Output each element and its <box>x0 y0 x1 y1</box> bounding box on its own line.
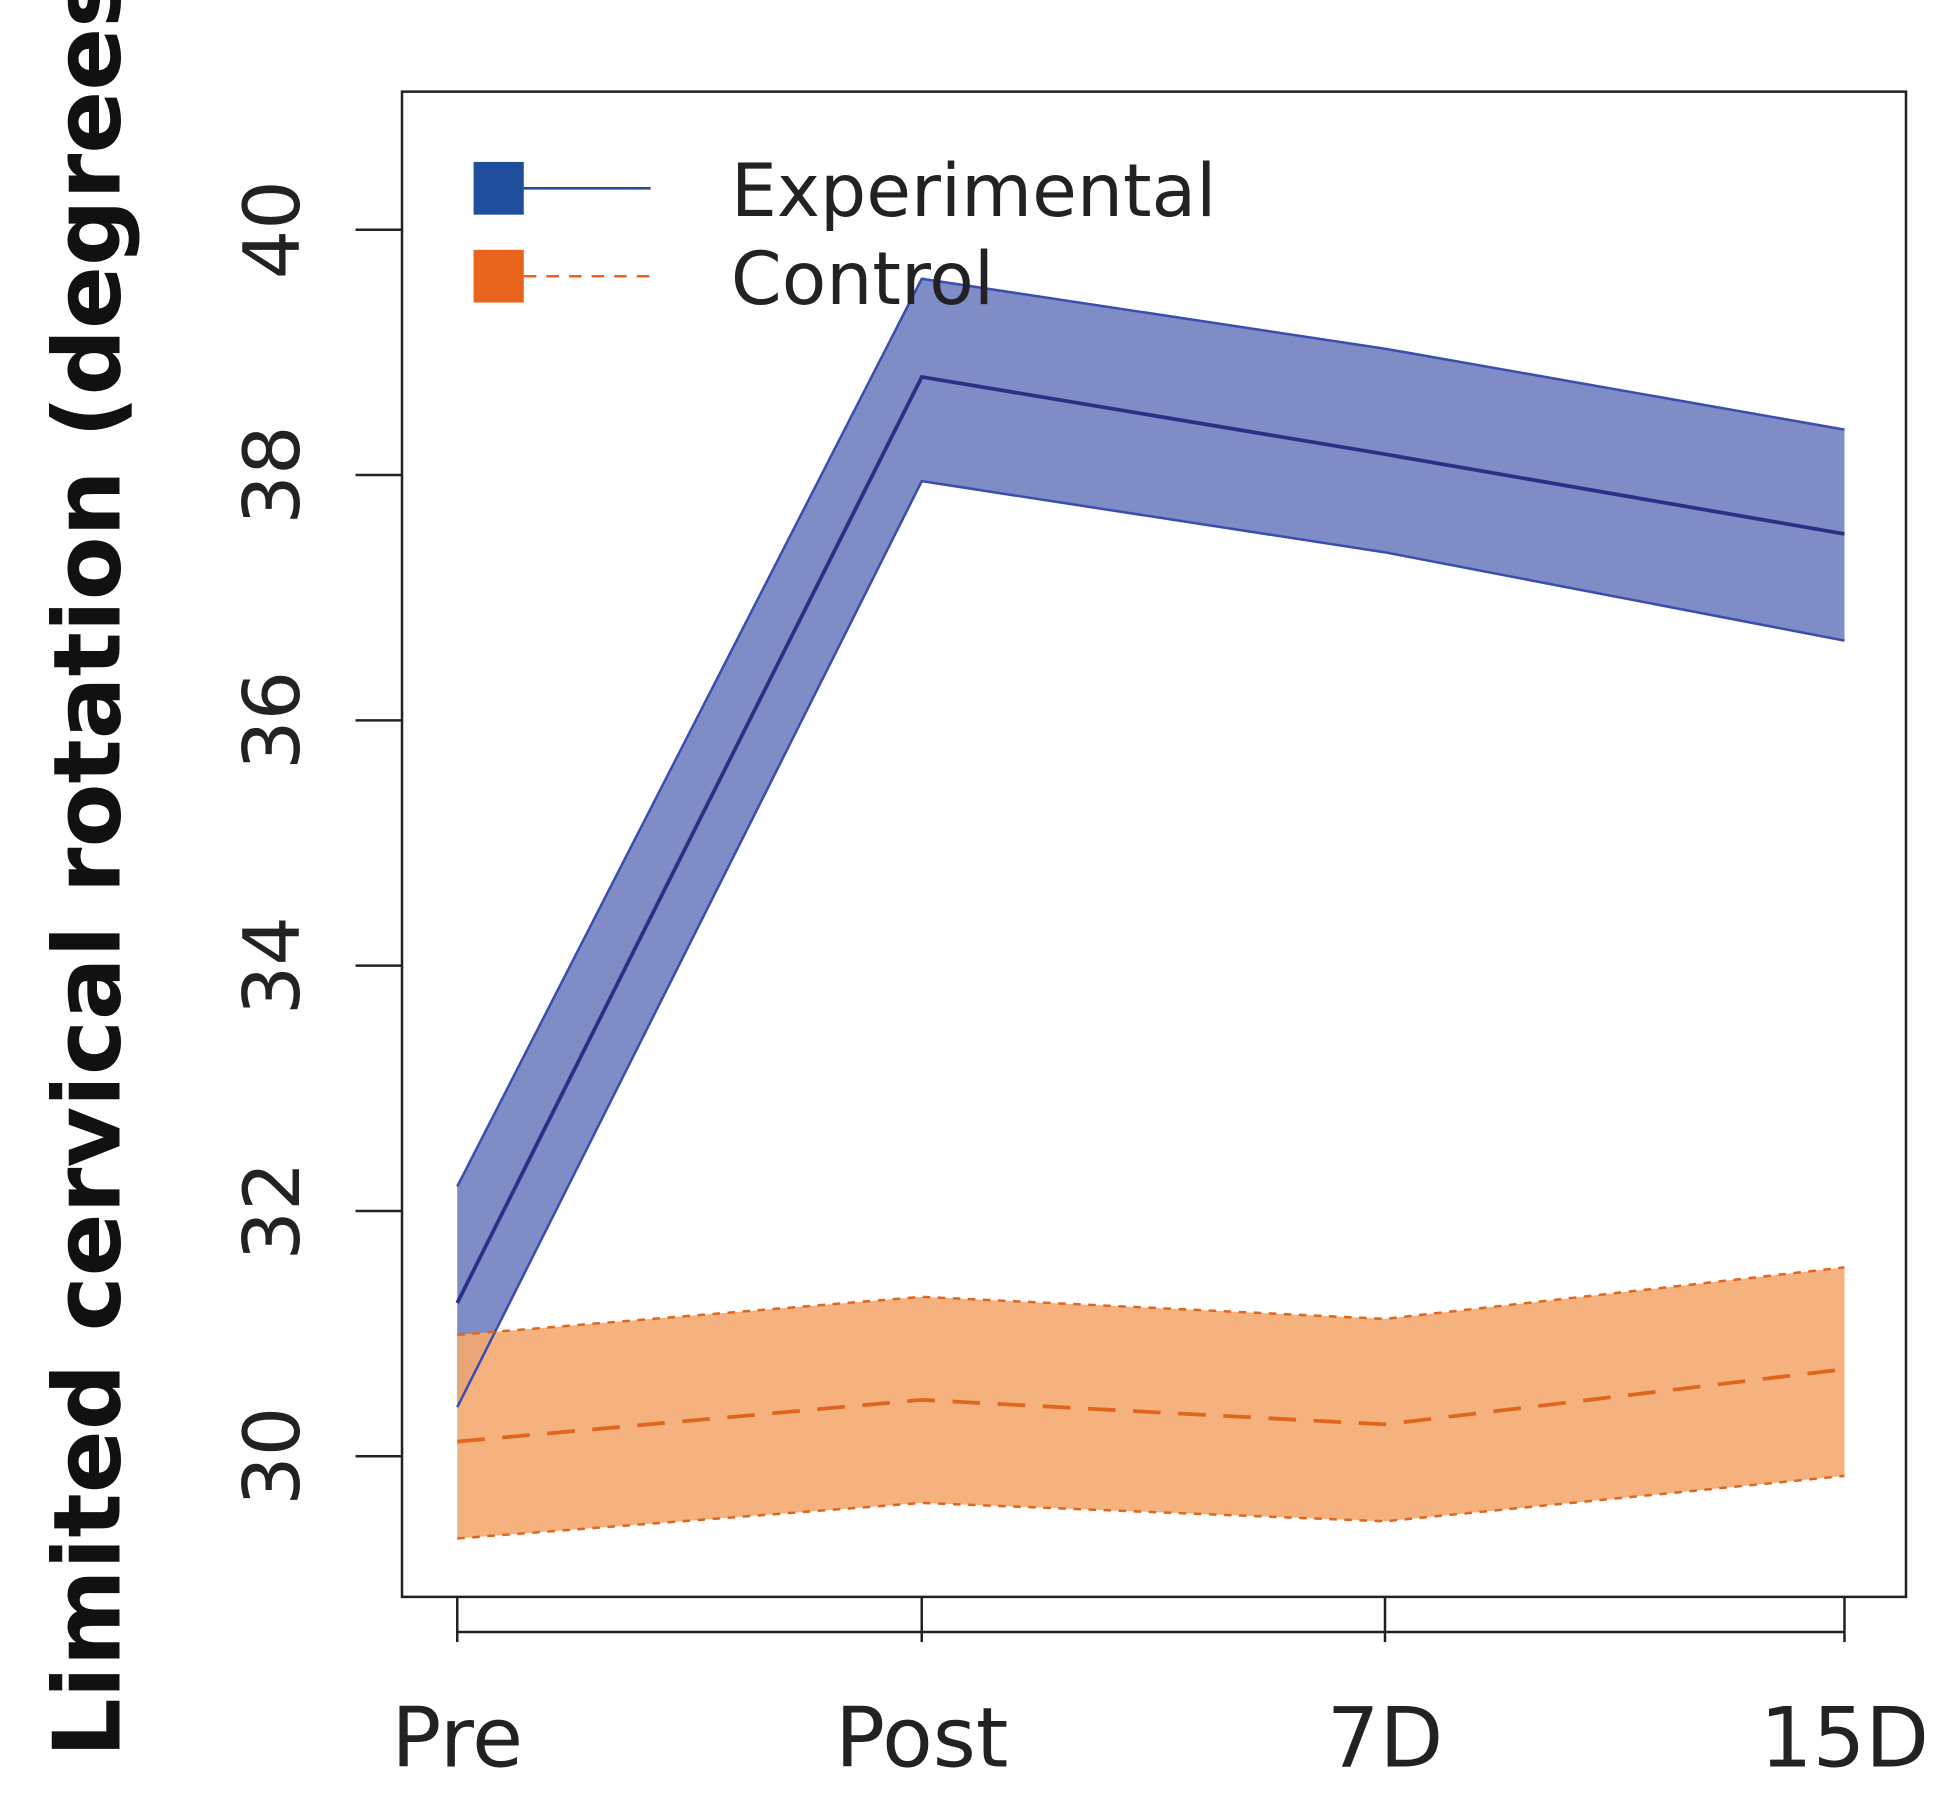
experimental-upper-bound <box>456 277 1845 1188</box>
y-tick-label: 38 <box>228 426 318 525</box>
control-upper-bound <box>457 1266 1845 1337</box>
control-mean-line <box>457 1367 1845 1444</box>
y-tick-label: 36 <box>228 671 318 770</box>
legend-label: Control <box>731 237 994 322</box>
experimental-band <box>457 278 1845 1408</box>
y-tick-label: 30 <box>228 1407 318 1506</box>
y-tick-label: 34 <box>228 916 318 1015</box>
x-tick-label: Pre <box>391 1689 523 1786</box>
x-axis: Pre Post 7D 15D <box>391 1596 1929 1786</box>
x-tick-label: 7D <box>1327 1689 1444 1786</box>
experimental-mean-line <box>455 374 1845 1304</box>
y-tick-label: 32 <box>228 1161 318 1260</box>
y-axis: 30 32 34 36 38 40 <box>228 180 403 1506</box>
legend-swatch <box>473 249 524 303</box>
legend-label: Experimental <box>731 149 1216 234</box>
confidence-bands <box>457 278 1845 1539</box>
y-axis-label: Limited cervical rotation (degrees) <box>34 0 142 1757</box>
y-tick-label: 40 <box>228 180 318 279</box>
x-tick-label: 15D <box>1760 1689 1929 1786</box>
control-band <box>457 1267 1845 1539</box>
experimental-lower-bound <box>456 479 1845 1408</box>
plot-frame <box>400 90 1908 1599</box>
control-lower-bound <box>457 1474 1845 1540</box>
x-tick-label: Post <box>835 1689 1008 1786</box>
series-lines <box>455 277 1845 1540</box>
legend-swatch <box>473 161 524 215</box>
